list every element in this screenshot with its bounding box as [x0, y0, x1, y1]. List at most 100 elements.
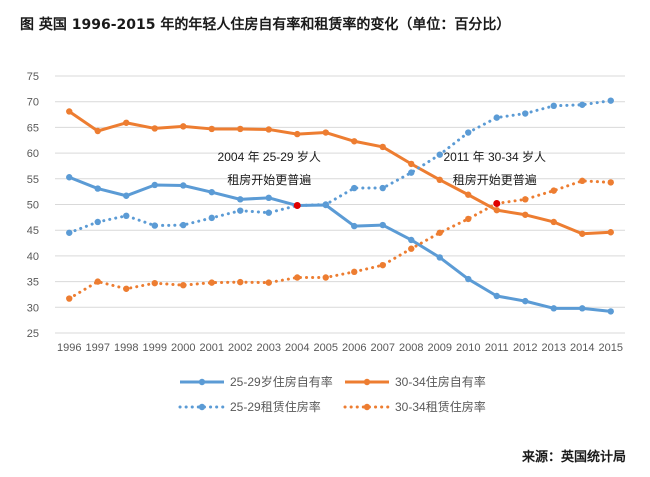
data-point — [180, 221, 187, 229]
data-point — [550, 218, 557, 226]
y-tick-label: 25 — [27, 328, 39, 340]
annotation-marker — [493, 199, 501, 207]
chart-title: 图 英国 1996-2015 年的年轻人住房自有率和租赁率的变化（单位：百分比） — [20, 17, 511, 33]
data-point — [607, 229, 614, 236]
data-point — [322, 201, 329, 208]
data-point — [465, 275, 472, 283]
x-tick-label: 2003 — [257, 342, 281, 354]
data-point — [579, 101, 586, 108]
data-point — [322, 274, 329, 281]
y-tick-label: 50 — [27, 200, 39, 212]
data-point — [265, 194, 272, 202]
data-point — [94, 127, 101, 135]
data-point — [66, 295, 73, 302]
data-point — [322, 129, 329, 136]
data-point — [237, 207, 244, 214]
legend-label: 25-29岁住房自有率 — [230, 374, 333, 389]
legend-label: 30-34住房自有率 — [395, 374, 486, 389]
data-point — [180, 123, 187, 130]
x-tick-label: 2007 — [371, 342, 395, 354]
legend-swatch-marker — [363, 403, 371, 411]
data-point — [351, 138, 358, 145]
data-point — [265, 279, 272, 286]
x-tick-label: 2005 — [314, 342, 338, 354]
x-tick-label: 2010 — [456, 342, 480, 354]
data-point — [123, 285, 130, 292]
data-point — [408, 245, 415, 252]
data-point — [379, 143, 386, 151]
series-line-2 — [68, 110, 611, 236]
data-point — [607, 308, 614, 315]
data-point — [522, 297, 529, 305]
data-point — [522, 211, 529, 218]
data-point — [351, 222, 358, 230]
legend-swatch-marker — [198, 378, 206, 386]
data-point — [94, 218, 101, 226]
data-point — [493, 114, 500, 121]
y-tick-label: 40 — [27, 251, 39, 263]
y-tick-label: 45 — [27, 225, 39, 237]
data-point — [66, 229, 73, 236]
legend-swatch-marker — [363, 378, 371, 386]
data-point — [408, 160, 415, 168]
data-point — [550, 187, 557, 194]
data-point — [579, 305, 586, 312]
data-point — [465, 191, 472, 198]
series-line-1 — [68, 175, 611, 313]
data-point — [465, 129, 472, 136]
data-point — [436, 229, 443, 236]
x-tick-label: 1996 — [57, 342, 81, 354]
x-tick-label: 2011 — [485, 342, 509, 354]
data-point — [94, 278, 101, 285]
data-point — [237, 278, 244, 286]
series-line-4 — [67, 179, 613, 301]
series-line-3 — [67, 99, 613, 235]
x-tick-label: 1998 — [114, 342, 138, 354]
data-point — [151, 279, 158, 287]
annotation-line-2: 租房开始更普遍 — [227, 172, 311, 187]
data-point — [351, 268, 358, 276]
legend-label: 30-34租赁住房率 — [395, 399, 486, 414]
data-point — [66, 108, 73, 115]
data-point — [123, 119, 130, 126]
data-point — [493, 292, 500, 300]
data-point — [408, 236, 415, 244]
x-tick-label: 1997 — [86, 342, 110, 354]
data-point — [94, 185, 101, 192]
x-tick-label: 1999 — [143, 342, 167, 354]
data-point — [436, 176, 443, 184]
data-point — [465, 215, 472, 223]
data-point — [607, 179, 614, 186]
x-tick-label: 2002 — [228, 342, 252, 354]
data-point — [265, 126, 272, 133]
x-tick-label: 2006 — [342, 342, 366, 354]
x-tick-label: 2015 — [599, 342, 623, 354]
data-point — [436, 151, 443, 158]
x-tick-label: 2009 — [428, 342, 452, 354]
legend-label: 25-29租赁住房率 — [230, 399, 321, 414]
legend-swatch-marker — [198, 403, 206, 411]
annotation-line-2: 租房开始更普遍 — [453, 172, 537, 187]
y-tick-label: 65 — [27, 122, 39, 134]
y-tick-label: 60 — [27, 148, 39, 160]
data-point — [436, 254, 443, 261]
data-point — [379, 221, 386, 229]
data-point — [379, 261, 386, 269]
data-point — [550, 305, 557, 312]
y-tick-label: 35 — [27, 277, 39, 289]
annotation-marker — [293, 202, 301, 210]
data-point — [123, 212, 130, 220]
y-tick-label: 70 — [27, 97, 39, 109]
annotation-line-1: 2011 年 30-34 岁人 — [444, 149, 547, 164]
data-point — [522, 196, 529, 203]
data-point — [579, 177, 586, 185]
data-point — [493, 206, 500, 214]
data-point — [208, 279, 215, 286]
data-point — [151, 181, 158, 189]
data-point — [607, 97, 614, 104]
data-point — [237, 125, 244, 133]
data-point — [294, 130, 301, 138]
data-point — [208, 188, 215, 196]
